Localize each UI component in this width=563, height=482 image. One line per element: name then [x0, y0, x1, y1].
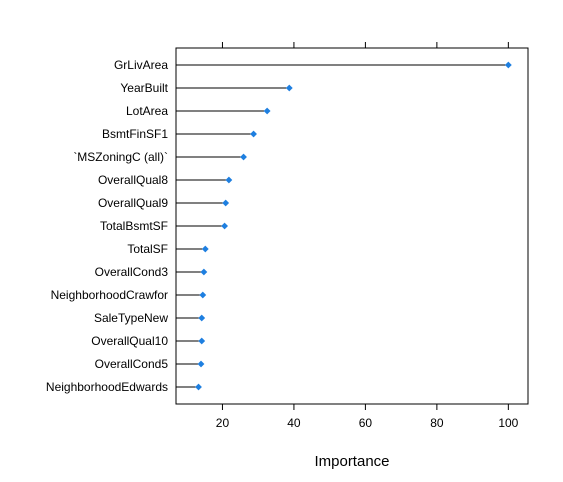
category-label: LotArea — [126, 104, 168, 118]
category-label: BsmtFinSF1 — [102, 127, 168, 141]
category-label: OverallCond3 — [95, 265, 169, 279]
category-label: OverallQual10 — [91, 334, 168, 348]
importance-point — [263, 107, 271, 115]
category-label: TotalSF — [127, 242, 168, 256]
importance-point — [221, 222, 229, 230]
importance-point — [250, 130, 257, 138]
importance-point — [197, 360, 205, 368]
category-label: TotalBsmtSF — [100, 219, 168, 233]
importance-points — [195, 61, 512, 391]
importance-point — [225, 176, 233, 184]
importance-point — [240, 153, 247, 161]
category-label: OverallQual8 — [98, 173, 168, 187]
importance-point — [198, 314, 206, 322]
x-tick-label: 20 — [216, 416, 230, 430]
x-axis-ticks — [221, 42, 509, 410]
x-tick-label: 80 — [430, 416, 444, 430]
importance-segments — [176, 64, 509, 388]
plot-frame — [175, 47, 529, 405]
x-axis-tick-labels: 20 40 60 80 100 — [216, 416, 519, 430]
importance-point — [504, 61, 512, 69]
category-label: OverallQual9 — [98, 196, 168, 210]
category-label: SaleTypeNew — [94, 311, 168, 325]
importance-point — [198, 337, 206, 345]
x-tick-label: 60 — [359, 416, 373, 430]
category-label: YearBuilt — [120, 81, 168, 95]
x-axis-title: Importance — [314, 453, 389, 470]
importance-point — [199, 291, 207, 299]
category-labels: GrLivArea YearBuilt LotArea BsmtFinSF1 `MSZo… — [46, 58, 169, 394]
category-label: OverallCond5 — [95, 357, 169, 371]
category-label: `MSZoningC (all)` — [73, 150, 168, 164]
category-label: GrLivArea — [114, 58, 168, 72]
x-tick-label: 100 — [498, 416, 518, 430]
category-label: NeighborhoodCrawfor — [51, 288, 168, 302]
importance-point — [222, 199, 230, 207]
category-label: NeighborhoodEdwards — [46, 380, 168, 394]
x-tick-label: 40 — [287, 416, 301, 430]
importance-point — [200, 268, 208, 276]
importance-point — [285, 84, 293, 92]
importance-point — [195, 383, 202, 391]
importance-point — [201, 245, 209, 253]
